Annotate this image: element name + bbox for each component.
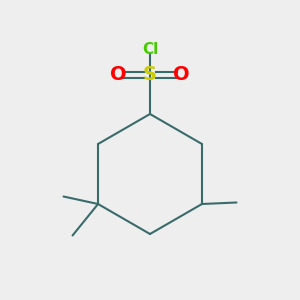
Text: S: S (143, 65, 157, 85)
Text: O: O (110, 65, 127, 85)
Text: O: O (173, 65, 190, 85)
Text: Cl: Cl (142, 42, 158, 57)
